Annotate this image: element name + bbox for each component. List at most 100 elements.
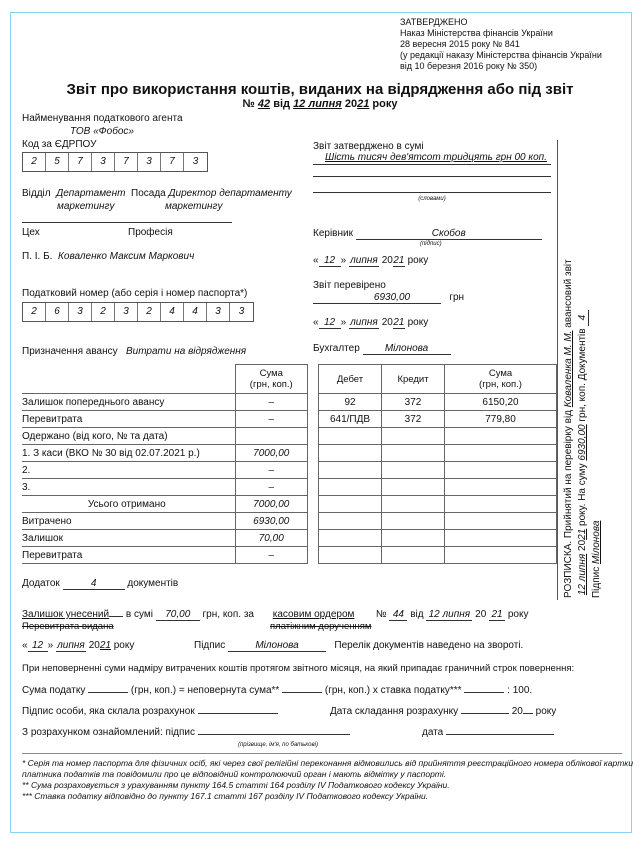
receipt-stub: РОЗПИСКА. Прийнятий на перевірку від Ков… xyxy=(563,259,602,598)
cell-sum[interactable] xyxy=(444,546,557,564)
cell-credit[interactable] xyxy=(381,495,445,513)
pib-row: П. І. Б. Коваленко Максим Маркович xyxy=(22,251,195,262)
head-row: Керівник Скобов xyxy=(313,228,542,240)
agent-value: ТОВ «Фобос» xyxy=(70,126,134,137)
document-number: № 42 від 12 липня 2021 року xyxy=(242,98,398,110)
cell-debit[interactable] xyxy=(318,529,382,547)
cell-credit[interactable]: 372 xyxy=(381,393,445,411)
cell-credit[interactable] xyxy=(381,529,445,547)
column-header-credit: Кредит xyxy=(381,364,445,394)
calc-date-row: Дата складання розрахунку 20 року xyxy=(330,706,557,717)
row-sum[interactable]: – xyxy=(234,393,308,411)
remainder-row: Залишок унесений в сумі 70,00 грн, коп. … xyxy=(22,609,529,621)
checked-label: Звіт перевірено xyxy=(313,280,386,291)
edrpou-digit: 2 xyxy=(23,153,46,171)
cell-debit[interactable]: 641/ПДВ xyxy=(318,410,382,428)
column-header-sum: Сума (грн, коп.) xyxy=(444,364,557,394)
agent-label: Найменування податкового агента xyxy=(22,113,183,124)
footnote: ** Сума розраховується з урахуванням пун… xyxy=(22,780,450,790)
cell-debit[interactable]: 92 xyxy=(318,393,382,411)
edrpou-digit: 3 xyxy=(192,156,199,167)
cell-sum[interactable]: 6150,20 xyxy=(444,393,557,411)
row-sum[interactable]: 7000,00 xyxy=(234,495,308,513)
words-line xyxy=(313,176,551,177)
row-sum[interactable]: 7000,00 xyxy=(234,444,308,462)
row-sum[interactable]: 70,00 xyxy=(234,529,308,547)
cell-debit[interactable] xyxy=(318,546,382,564)
edrpou-digit: 7 xyxy=(115,153,138,171)
cell-credit[interactable] xyxy=(381,512,445,530)
cell-credit[interactable] xyxy=(381,444,445,462)
profession-label: Професія xyxy=(128,227,173,238)
edrpou-digit: 3 xyxy=(92,153,115,171)
cell-debit[interactable] xyxy=(318,461,382,479)
ack-row: З розрахунком ознайомлений: підпис xyxy=(22,727,350,739)
row-sum[interactable]: – xyxy=(234,410,308,428)
row-label: 3. xyxy=(22,478,236,496)
accountant-row: Бухгалтер Мілонова xyxy=(313,343,451,355)
row-label: 2. xyxy=(22,461,236,479)
tax-number-digit: 4 xyxy=(161,303,184,321)
cell-credit[interactable] xyxy=(381,427,445,445)
cell-credit[interactable]: 372 xyxy=(381,410,445,428)
edrpou-digit: 7 xyxy=(69,153,92,171)
cell-sum[interactable] xyxy=(444,495,557,513)
approved-words[interactable]: Шість тисяч дев'ятсот тридцять грн 00 ко… xyxy=(313,152,551,165)
tax-number-digit: 3 xyxy=(207,303,230,321)
row-sum[interactable]: – xyxy=(234,478,308,496)
cell-sum[interactable] xyxy=(444,512,557,530)
table-row: 1. З каси (ВКО № 30 від 02.07.2021 р.) 70… xyxy=(22,444,308,462)
table-row xyxy=(318,529,557,547)
cell-credit[interactable] xyxy=(381,546,445,564)
advance-table: Сума (грн, коп.) Залишок попереднього ав… xyxy=(22,364,308,564)
head-date: «12» липня 2021 року xyxy=(313,255,429,267)
attachments-row: Додаток 4 документів xyxy=(22,578,179,590)
tax-number-digit: 3 xyxy=(69,303,92,321)
approval-line: Наказ Міністерства фінансів України xyxy=(400,28,553,38)
cell-debit[interactable] xyxy=(318,512,382,530)
table-row: 92 372 6150,20 xyxy=(318,393,557,411)
table-row xyxy=(318,512,557,530)
cell-credit[interactable] xyxy=(381,461,445,479)
cell-sum[interactable] xyxy=(444,427,557,445)
table-row: 641/ПДВ 372 779,80 xyxy=(318,410,557,428)
row-sum[interactable] xyxy=(234,427,308,445)
cell-sum[interactable] xyxy=(444,461,557,479)
approval-line: 28 вересня 2015 року № 841 xyxy=(400,39,520,49)
cell-sum[interactable] xyxy=(444,478,557,496)
purpose-row: Призначення авансу Витрати на відрядженн… xyxy=(22,346,247,357)
table-row: 2. – xyxy=(22,461,308,479)
row-sum[interactable]: – xyxy=(234,546,308,564)
nonreturn-text: При неповерненні суми надміру витрачених… xyxy=(22,663,575,674)
row-label: Залишок xyxy=(22,529,236,547)
table-row: Усього отримано 7000,00 xyxy=(22,495,308,513)
table-row: Залишок попереднього авансу – xyxy=(22,393,308,411)
approval-line: ЗАТВЕРДЖЕНО xyxy=(400,17,468,27)
cell-debit[interactable] xyxy=(318,444,382,462)
tax-number-label: Податковий номер (або серія і номер пасп… xyxy=(22,288,248,299)
sign-row: «12» липня 2021 року xyxy=(22,640,135,652)
overspend-issued-struck: Перевитрата видана xyxy=(22,621,114,632)
cell-sum[interactable] xyxy=(444,529,557,547)
cell-sum[interactable] xyxy=(444,444,557,462)
cell-debit[interactable] xyxy=(318,427,382,445)
ack-caption: (прізвище, ім'я, по батькові) xyxy=(238,742,318,748)
row-label: Залишок попереднього авансу xyxy=(22,393,236,411)
ack-date-row: дата xyxy=(422,727,554,739)
tax-number-digit: 3 xyxy=(115,303,138,321)
cell-debit[interactable] xyxy=(318,495,382,513)
cell-debit[interactable] xyxy=(318,478,382,496)
head-signature[interactable]: Скобов xyxy=(355,228,542,240)
row-sum[interactable]: 6930,00 xyxy=(234,512,308,530)
signature-caption: (підпис) xyxy=(420,241,442,247)
cell-sum[interactable]: 779,80 xyxy=(444,410,557,428)
cell-credit[interactable] xyxy=(381,478,445,496)
row-sum[interactable]: – xyxy=(234,461,308,479)
row-label: Перевитрата xyxy=(22,546,236,564)
department-value-2: маркетингу xyxy=(57,201,115,212)
position-value-2: маркетингу xyxy=(165,201,223,212)
table-row: 3. – xyxy=(22,478,308,496)
tax-number-digit: 2 xyxy=(23,303,46,321)
